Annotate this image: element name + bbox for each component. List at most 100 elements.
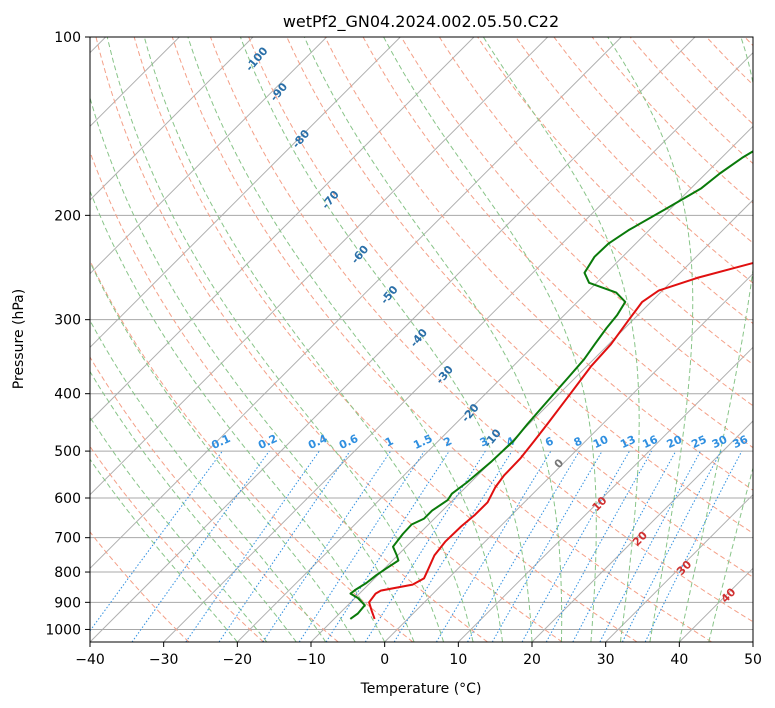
dry-adiabat-line [286,37,753,534]
mixing-ratio-line [364,450,486,642]
x-axis-title: Temperature (°C) [360,681,482,697]
dry-adiabat-line [324,37,753,491]
y-axis-title: Pressure (hPa) [11,289,27,389]
mixing-ratio-line [521,450,630,642]
dry-adiabat-label: -70 [319,188,342,212]
dry-adiabat-line [171,37,712,642]
isotherm-line [163,51,753,642]
mixing-ratio-line [262,450,392,642]
mixing-ratio-label: 30 [710,433,730,451]
dry-adiabat-label: -100 [243,44,271,74]
mixing-ratio-label: 0.4 [306,432,329,452]
plot-frame [89,36,754,643]
isotherm-line [605,493,753,642]
dry-adiabat-line [248,37,753,578]
dry-adiabat-line [553,37,753,244]
mixing-ratio-label: 13 [618,433,637,451]
moist-adiabat-line [90,458,238,642]
dewpoint-series-line [349,150,753,620]
dry-adiabat-label: -80 [290,127,313,151]
moist-adiabat-line [708,466,753,642]
moist-adiabat-line [383,37,597,642]
x-tick-label: 30 [597,652,615,668]
x-axis-ticks: −40 −30 −20 −10 0 10 20 30 40 50 [75,642,762,668]
mixing-ratio-label: 6 [543,434,556,449]
dry-adiabat-line [706,37,753,86]
dry-adiabat-label: -90 [267,80,290,104]
mixing-ratio-lines [90,450,743,642]
dry-adiabat-line [90,150,488,642]
y-tick-label: 100 [54,30,81,46]
x-tick-label: −20 [223,652,253,668]
dry-adiabat-line [438,37,753,366]
y-axis-ticks: 100 200 300 400 500 600 700 800 900 1000 [45,30,90,638]
isotherm-line [90,37,696,642]
x-tick-label: 0 [380,652,389,668]
mixing-ratio-line [621,450,722,642]
dry-adiabat-line [210,37,753,623]
moist-adiabat-line [482,37,640,642]
moist-adiabat-label: 30 [674,558,694,578]
dry-adiabat-line [90,259,414,642]
temperature-series-line [368,261,753,620]
y-tick-label: 400 [54,387,81,403]
isotherm-line [236,125,753,642]
moist-adiabat-line [607,37,694,642]
mixing-ratio-label: 20 [665,433,685,451]
moist-adiabat-lines [90,37,753,642]
moist-adiabat-line [678,37,753,642]
moist-adiabat-line [90,260,356,642]
y-tick-label: 900 [54,595,81,611]
isobar-gridlines [90,37,753,630]
y-tick-label: 500 [54,444,81,460]
x-tick-label: −30 [149,652,179,668]
mixing-ratio-line [393,450,513,642]
mixing-ratio-line [298,450,425,642]
mixing-ratio-label: 25 [689,433,708,451]
isotherm-line [384,272,753,642]
isotherm-line [90,37,328,275]
mixing-ratio-line [90,450,223,632]
dry-adiabat-line [90,531,190,642]
isotherm-line [90,37,475,422]
moist-adiabat-label: 20 [630,529,650,549]
mixing-ratio-line [131,450,270,642]
x-tick-label: −40 [75,652,105,668]
dry-adiabat-label: -30 [433,363,456,387]
mixing-ratio-line [644,450,743,642]
isotherm-line [90,37,622,570]
dry-adiabat-line [744,37,753,47]
isotherm-lines [90,37,753,642]
mixing-ratio-line [467,450,580,642]
moist-adiabat-line [143,37,474,642]
mixing-ratio-label: 0.1 [209,432,232,452]
dry-adiabat-line [95,37,563,642]
moist-adiabat-line [106,37,445,642]
moist-adiabat-line [187,37,503,642]
profile-series [349,150,753,620]
moist-adiabat-line [303,37,563,642]
dry-adiabat-line [668,37,753,125]
dry-adiabat-line [515,37,753,284]
isotherm-line [752,641,753,642]
x-tick-label: 40 [670,652,688,668]
dry-adiabat-lines [90,37,753,642]
mixing-ratio-line [572,450,677,642]
mixing-ratio-line [545,450,653,642]
y-tick-label: 200 [54,208,81,224]
x-tick-label: −10 [296,652,326,668]
moist-adiabat-label: 0 [552,456,567,471]
dry-adiabat-line [133,37,638,642]
mixing-ratio-line [185,450,320,642]
x-tick-label: 20 [523,652,541,668]
moist-adiabat-line [90,416,268,642]
isotherm-line [90,37,401,349]
moist-adiabat-line [90,319,327,642]
chart-title: wetPf2_GN04.2024.002.05.50.C22 [283,12,559,32]
y-tick-label: 800 [54,565,81,581]
mixing-ratio-label: 16 [640,433,660,451]
isotherm-line [90,37,549,496]
mixing-ratio-label: 36 [731,433,751,451]
y-tick-label: 300 [54,313,81,329]
